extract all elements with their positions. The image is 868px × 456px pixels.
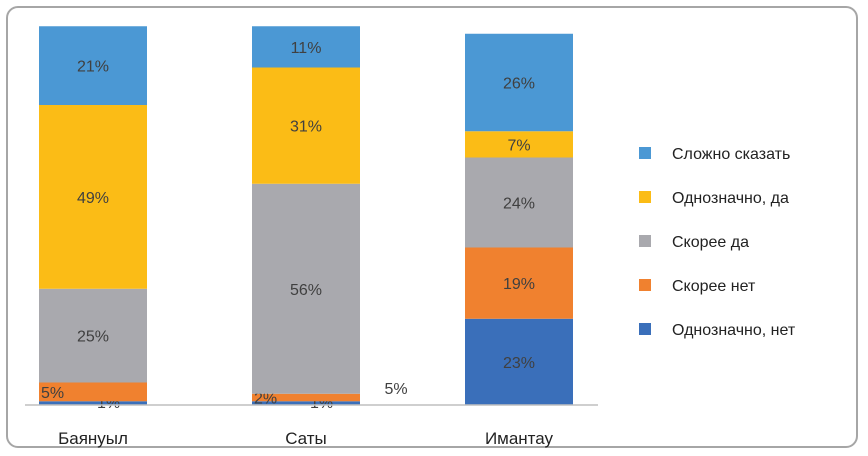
legend-swatch bbox=[639, 235, 651, 247]
bar-segment bbox=[252, 401, 360, 405]
data-label: 5% bbox=[41, 385, 64, 402]
data-label: 2% bbox=[254, 391, 277, 408]
bar-segment bbox=[39, 382, 147, 402]
bar-segment bbox=[39, 26, 147, 105]
bar-segment bbox=[465, 131, 573, 158]
bar-segment bbox=[252, 393, 360, 402]
extra-data-label: 5% bbox=[384, 381, 407, 398]
legend-label: Сложно сказать bbox=[672, 146, 790, 163]
data-label: 23% bbox=[503, 355, 535, 372]
legend-label: Однозначно, да bbox=[672, 190, 789, 207]
data-label: 24% bbox=[503, 196, 535, 213]
legend-swatch bbox=[639, 191, 651, 203]
data-label: 7% bbox=[507, 137, 530, 154]
bar-segment bbox=[465, 247, 573, 319]
bar-segment bbox=[39, 288, 147, 383]
bar-segment bbox=[39, 401, 147, 405]
bars-group: 1%5%25%49%21%1%2%56%31%11%23%19%24%7%26%… bbox=[39, 26, 573, 412]
data-label: 49% bbox=[77, 190, 109, 207]
bar-segment bbox=[252, 26, 360, 68]
chart-frame bbox=[6, 6, 858, 448]
data-label: 25% bbox=[77, 329, 109, 346]
legend-swatch bbox=[639, 279, 651, 291]
bar-segment bbox=[465, 33, 573, 132]
bar-segment bbox=[252, 183, 360, 394]
bar-segment bbox=[252, 67, 360, 184]
bar-segment bbox=[465, 318, 573, 405]
legend-swatch bbox=[639, 147, 651, 159]
category-label: Баянуыл bbox=[58, 429, 128, 448]
legend-label: Скорее нет bbox=[672, 278, 756, 295]
bar-segment bbox=[39, 105, 147, 289]
category-labels: Баянуыл Саты Имантау bbox=[58, 429, 553, 448]
legend-label: Однозначно, нет bbox=[672, 322, 796, 339]
data-label: 11% bbox=[291, 40, 322, 57]
bar-segment bbox=[465, 157, 573, 248]
category-label: Саты bbox=[285, 429, 327, 448]
legend: Сложно сказать Однозначно, да Скорее да Ско… bbox=[639, 146, 796, 339]
legend-label: Скорее да bbox=[672, 234, 749, 251]
category-label: Имантау bbox=[485, 429, 554, 448]
data-label: 56% bbox=[290, 282, 322, 299]
data-label: 31% bbox=[290, 119, 322, 136]
legend-swatch bbox=[639, 323, 651, 335]
data-label: 19% bbox=[503, 276, 535, 293]
data-label: 21% bbox=[77, 59, 109, 76]
data-label: 26% bbox=[503, 76, 535, 93]
